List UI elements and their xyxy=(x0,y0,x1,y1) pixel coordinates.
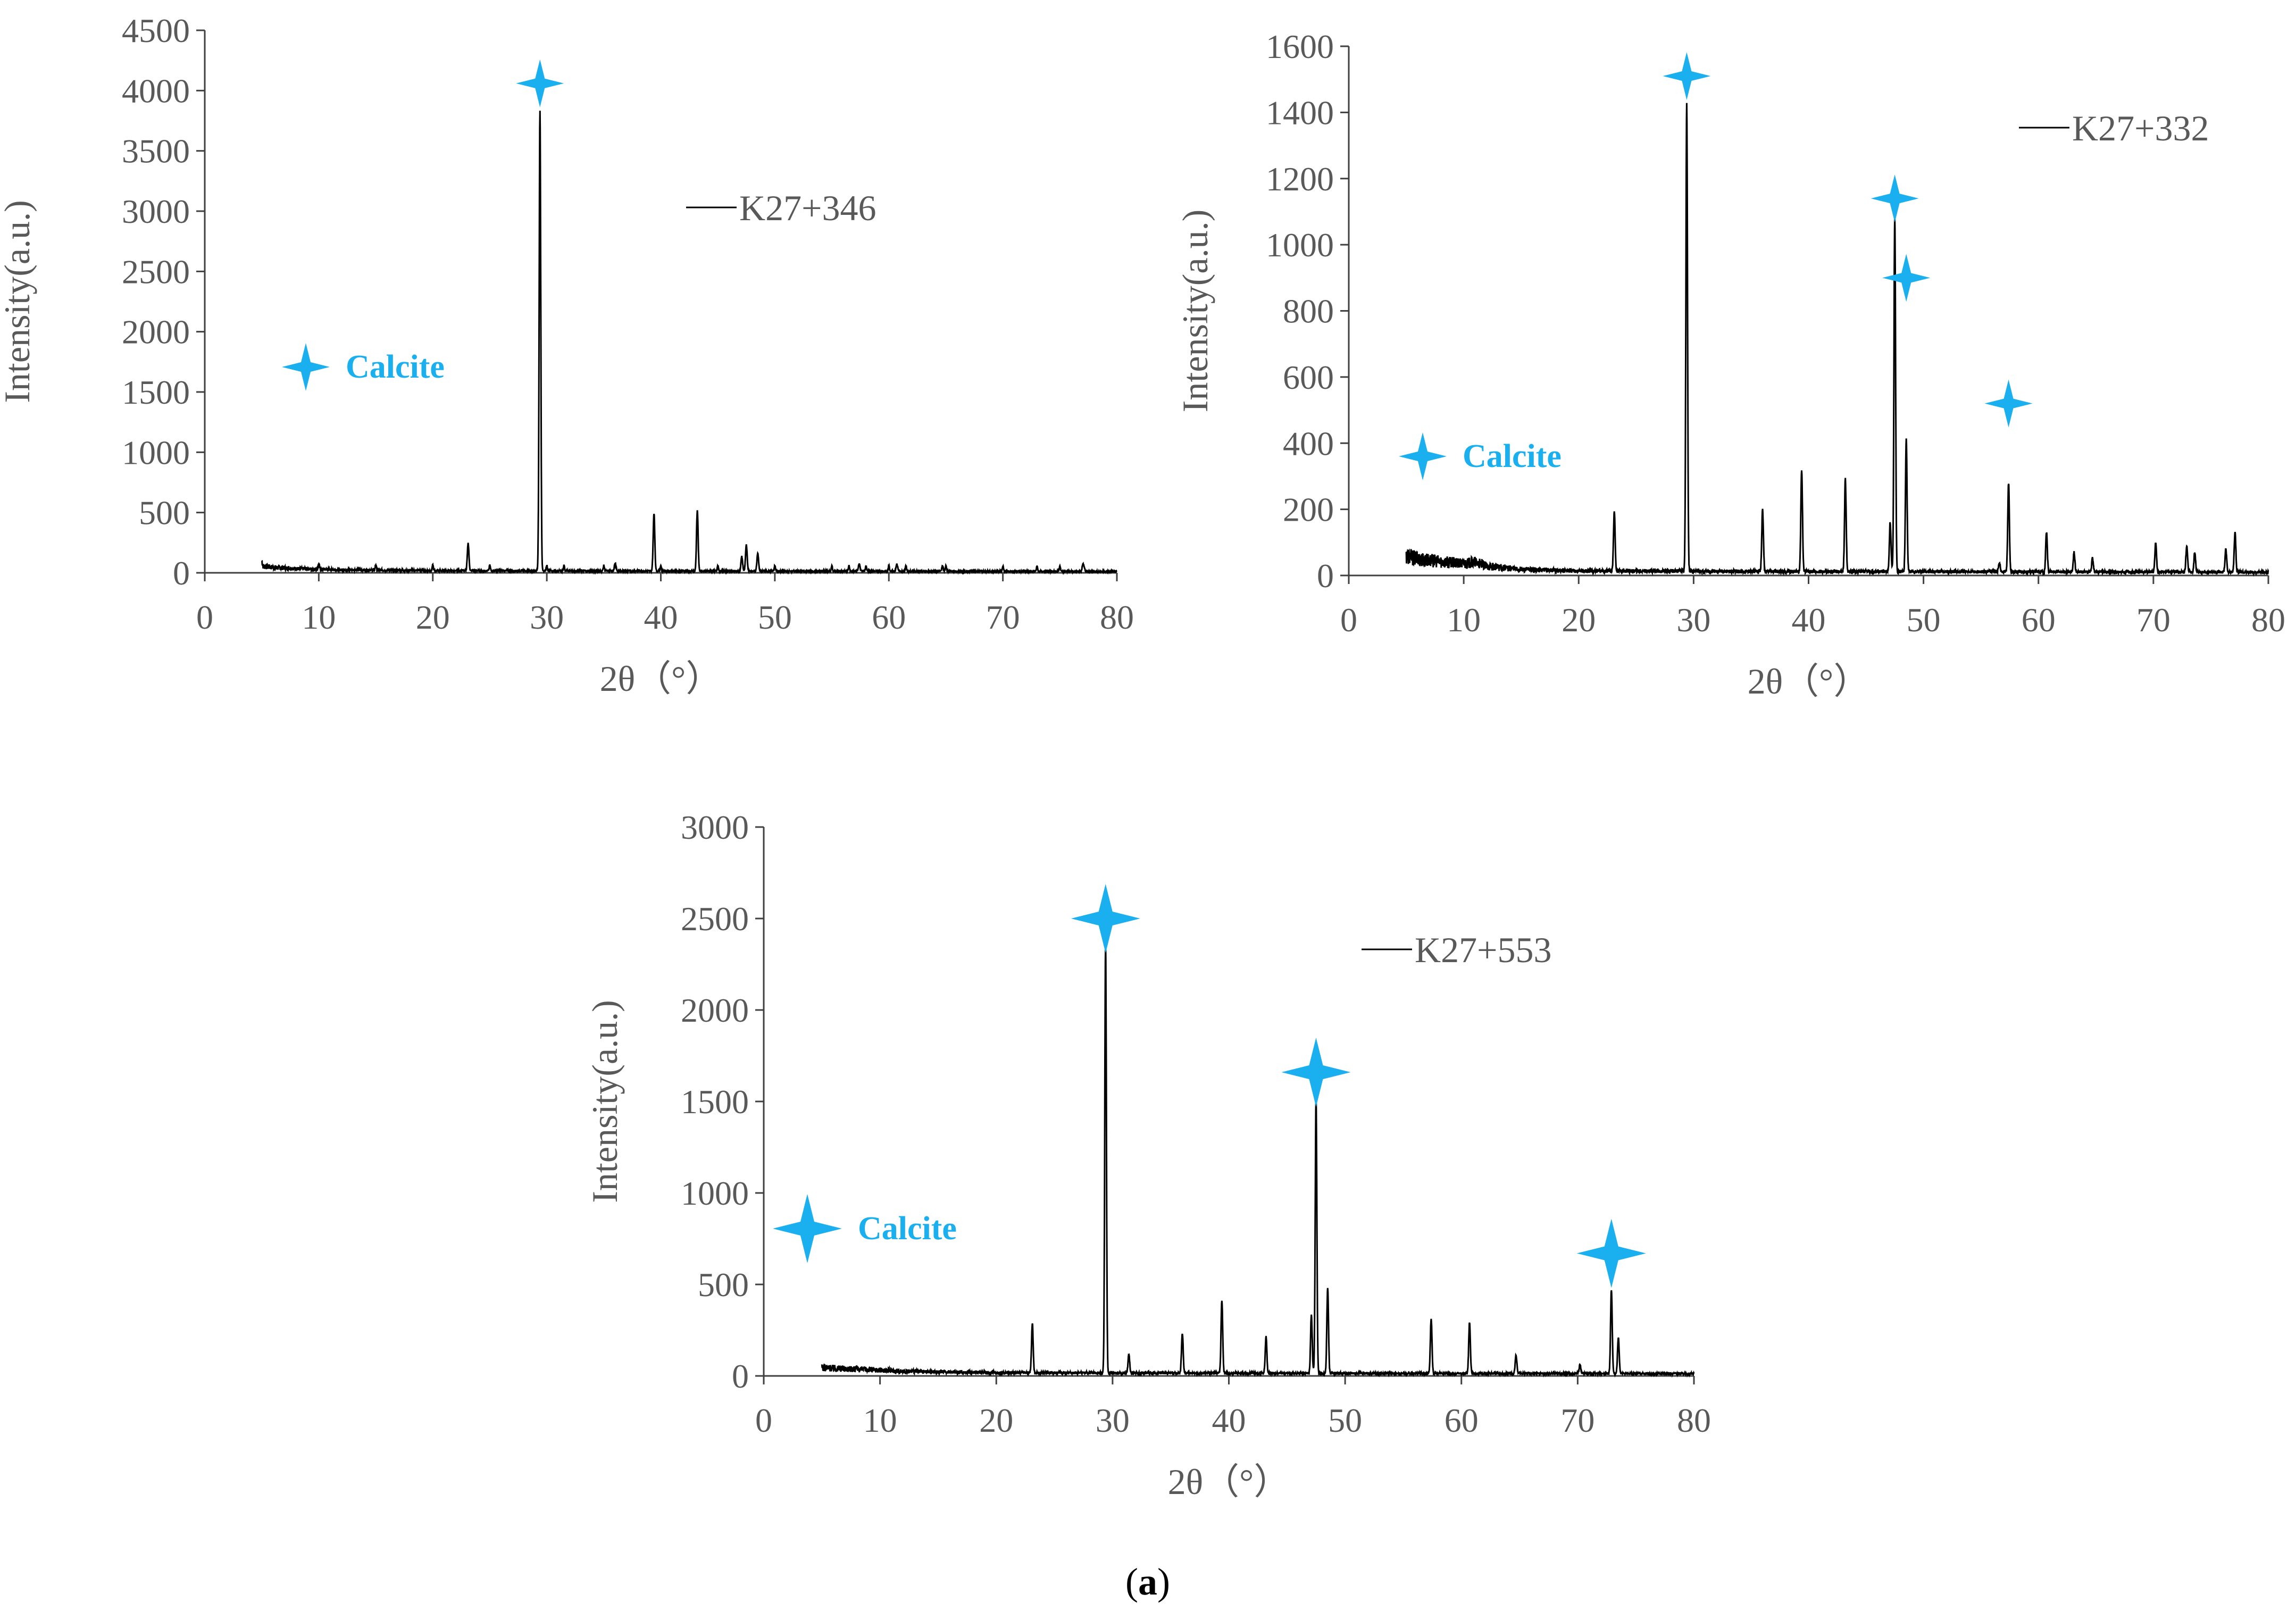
x-axis-label: 2θ（°） xyxy=(1168,1462,1290,1502)
calcite-peak-star-icon xyxy=(1281,1037,1351,1107)
x-tick-label: 70 xyxy=(1560,1401,1594,1439)
y-tick-label: 500 xyxy=(139,494,190,532)
series-k27-332 xyxy=(1405,103,2269,577)
x-tick-label: 20 xyxy=(979,1401,1013,1439)
y-tick-label: 1000 xyxy=(681,1174,749,1212)
y-axis-label: Intensity(a.u.) xyxy=(1175,210,1215,412)
caption-open: ( xyxy=(1125,1560,1138,1603)
caption-letter: a xyxy=(1138,1560,1157,1603)
x-tick-label: 30 xyxy=(530,598,564,636)
x-tick-label: 50 xyxy=(1907,601,1941,639)
y-tick-label: 1500 xyxy=(681,1083,749,1121)
y-tick-label: 1000 xyxy=(122,433,190,471)
x-tick-label: 80 xyxy=(1677,1401,1711,1439)
x-tick-label: 10 xyxy=(1447,601,1481,639)
y-tick-label: 4500 xyxy=(122,12,190,49)
legend-label: K27+332 xyxy=(2072,108,2209,148)
x-tick-label: 50 xyxy=(1328,1401,1362,1439)
x-tick-label: 60 xyxy=(1445,1401,1479,1439)
y-tick-label: 0 xyxy=(732,1357,749,1395)
calcite-peak-star-icon xyxy=(1882,254,1931,302)
x-tick-label: 40 xyxy=(1212,1401,1246,1439)
panel-k27-553: 0 500 1000 1500 2000 2500 3000 0 10 20 30 40 50 60 70 8… xyxy=(585,808,1711,1502)
y-tick-label: 4000 xyxy=(122,72,190,110)
calcite-legend-label: Calcite xyxy=(858,1211,957,1247)
calcite-peak-star-icon xyxy=(1871,174,1919,223)
y-tick-label: 2500 xyxy=(122,253,190,290)
x-tick-label: 50 xyxy=(758,598,792,636)
x-tick-label: 80 xyxy=(2251,601,2285,639)
x-tick-label: 10 xyxy=(863,1401,897,1439)
x-tick-label: 60 xyxy=(2022,601,2056,639)
y-tick-label: 1400 xyxy=(1266,94,1334,131)
calcite-peak-star-icon xyxy=(516,59,564,107)
x-tick-label: 10 xyxy=(302,598,336,636)
x-tick-label: 0 xyxy=(196,598,213,636)
y-tick-label: 3500 xyxy=(122,132,190,170)
y-tick-label: 0 xyxy=(1317,557,1334,595)
caption-close: ) xyxy=(1157,1560,1170,1603)
y-tick-label: 1600 xyxy=(1266,28,1334,65)
panel-k27-332: 0 200 400 600 800 1000 1200 1400 1600 0 10 20 30 40 50… xyxy=(1175,28,2285,702)
y-tick-label: 3000 xyxy=(681,808,749,846)
legend-label: K27+346 xyxy=(739,188,876,228)
x-tick-label: 30 xyxy=(1676,601,1710,639)
calcite-peak-star-icon xyxy=(1576,1218,1646,1288)
calcite-legend-label: Calcite xyxy=(346,349,445,385)
figure-caption: (a) xyxy=(1125,1560,1170,1603)
y-tick-label: 500 xyxy=(698,1266,749,1304)
calcite-peak-star-icon xyxy=(1071,884,1140,953)
y-tick-label: 2000 xyxy=(122,313,190,351)
y-tick-label: 400 xyxy=(1283,424,1334,462)
calcite-legend-star-icon xyxy=(773,1194,842,1263)
x-tick-label: 0 xyxy=(755,1401,772,1439)
x-axis-label: 2θ（°） xyxy=(1748,661,1870,702)
y-tick-label: 600 xyxy=(1283,358,1334,396)
y-tick-label: 1500 xyxy=(122,373,190,411)
series-k27-553 xyxy=(821,941,1695,1378)
calcite-peak-star-icon xyxy=(1663,52,1711,100)
calcite-peak-star-icon xyxy=(1984,379,2033,428)
y-tick-label: 200 xyxy=(1283,491,1334,529)
calcite-legend-star-icon xyxy=(1399,432,1447,480)
x-axis-label: 2θ（°） xyxy=(600,658,722,699)
x-tick-label: 40 xyxy=(644,598,678,636)
y-tick-label: 3000 xyxy=(122,193,190,230)
x-tick-label: 70 xyxy=(986,598,1020,636)
x-tick-label: 20 xyxy=(1562,601,1596,639)
calcite-legend-star-icon xyxy=(282,343,330,391)
y-axis-label: Intensity(a.u.) xyxy=(585,1000,625,1203)
x-tick-label: 0 xyxy=(1340,601,1357,639)
y-tick-label: 1000 xyxy=(1266,226,1334,264)
calcite-legend-label: Calcite xyxy=(1463,438,1562,474)
x-tick-label: 80 xyxy=(1100,598,1134,636)
y-tick-label: 2500 xyxy=(681,900,749,938)
x-tick-label: 70 xyxy=(2136,601,2170,639)
y-tick-label: 2000 xyxy=(681,991,749,1029)
panel-k27-346: 0 500 1000 1500 2000 2500 3000 3500 4000 4500 0 10 2… xyxy=(0,12,1134,699)
y-tick-label: 0 xyxy=(173,554,190,592)
legend-label: K27+553 xyxy=(1415,930,1551,970)
x-tick-label: 30 xyxy=(1096,1401,1130,1439)
series-k27-346 xyxy=(261,111,1117,575)
y-axis-label: Intensity(a.u.) xyxy=(0,200,37,403)
x-tick-label: 40 xyxy=(1792,601,1826,639)
y-tick-label: 800 xyxy=(1283,293,1334,330)
x-tick-label: 20 xyxy=(416,598,450,636)
x-tick-label: 60 xyxy=(872,598,906,636)
y-tick-label: 1200 xyxy=(1266,160,1334,198)
